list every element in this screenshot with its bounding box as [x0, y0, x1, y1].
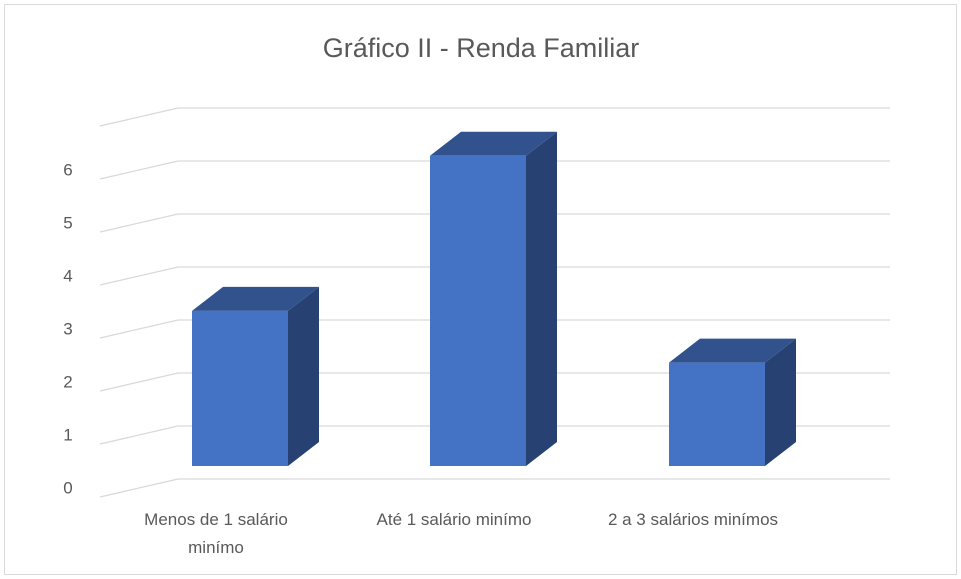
bar-top	[669, 338, 796, 363]
grid-line	[99, 372, 890, 392]
bar-front	[669, 362, 765, 466]
x-tick-label: 2 a 3 salários minímos	[607, 510, 779, 529]
grid-line	[99, 478, 890, 498]
y-tick-label: 3	[63, 319, 72, 338]
bar-side	[765, 338, 796, 466]
bar-top	[192, 286, 319, 311]
bar-top	[430, 131, 557, 156]
y-tick-label: 2	[63, 372, 72, 391]
grid-line	[99, 319, 890, 339]
chart-title: Gráfico II - Renda Familiar	[323, 33, 640, 63]
bar	[192, 286, 319, 466]
bar-front	[430, 155, 526, 466]
y-tick-label: 0	[63, 478, 72, 497]
x-tick-label: Menos de 1 salário minímo	[144, 510, 288, 557]
bar	[669, 338, 796, 466]
bar-front	[192, 310, 288, 466]
y-tick-label: 5	[63, 213, 72, 232]
grid-line	[99, 160, 890, 180]
bar-side	[526, 131, 557, 466]
y-tick-label: 4	[63, 266, 72, 285]
y-tick-label: 6	[63, 160, 72, 179]
grid-line	[99, 107, 890, 127]
grid-line	[99, 213, 890, 233]
x-tick-label: Até 1 salário minímo	[376, 510, 532, 529]
y-tick-label: 1	[63, 425, 72, 444]
bar-side	[288, 286, 319, 466]
grid-line	[99, 266, 890, 286]
grid-line	[99, 425, 890, 445]
bar	[430, 131, 557, 466]
